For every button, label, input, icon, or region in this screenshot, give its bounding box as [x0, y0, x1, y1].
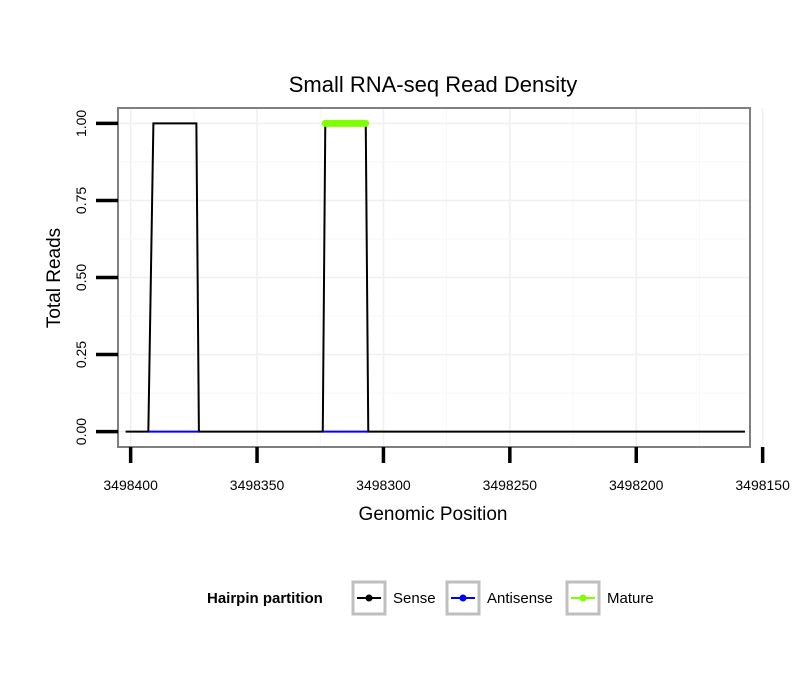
grid-lines: [118, 108, 764, 447]
legend: Hairpin partition Sense Antisense Mature: [207, 580, 654, 616]
legend-key-point: [579, 594, 587, 602]
legend-key-point: [365, 594, 373, 602]
legend-item-mature: Mature: [565, 580, 654, 616]
legend-label: Mature: [607, 590, 654, 607]
x-tick-label: 3498400: [103, 477, 158, 493]
x-tick-label: 3498200: [609, 477, 664, 493]
y-tick-label: 0.75: [73, 187, 89, 214]
y-axis-title: Total Reads: [44, 228, 65, 328]
y-tick-label: 0.00: [73, 418, 89, 445]
y-tick-label: 0.50: [73, 264, 89, 291]
x-tick-label: 3498350: [230, 477, 285, 493]
series-lines: [125, 119, 745, 433]
legend-label: Sense: [393, 590, 436, 607]
x-axis-title: Genomic Position: [359, 504, 508, 525]
chart-title: Small RNA-seq Read Density: [289, 72, 578, 97]
series-line-sense: [125, 122, 745, 433]
y-tick-label: 0.25: [73, 341, 89, 368]
x-tick-label: 3498250: [483, 477, 538, 493]
x-axis: 3498400 3498350 3498300 3498250 3498200 34981…: [103, 447, 790, 493]
y-tick-label: 1.00: [73, 110, 89, 137]
legend-item-antisense: Antisense: [445, 580, 553, 616]
x-tick-label: 3498150: [735, 477, 790, 493]
legend-key-point: [459, 594, 467, 602]
legend-item-sense: Sense: [351, 580, 436, 616]
y-axis: 0.00 0.25 0.50 0.75 1.00: [73, 110, 118, 445]
legend-title: Hairpin partition: [207, 590, 323, 607]
x-tick-label: 3498300: [356, 477, 411, 493]
legend-label: Antisense: [487, 590, 553, 607]
